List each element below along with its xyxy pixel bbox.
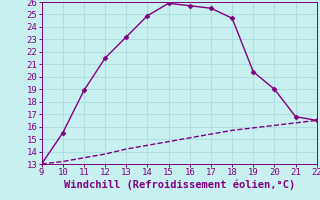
X-axis label: Windchill (Refroidissement éolien,°C): Windchill (Refroidissement éolien,°C) xyxy=(64,180,295,190)
